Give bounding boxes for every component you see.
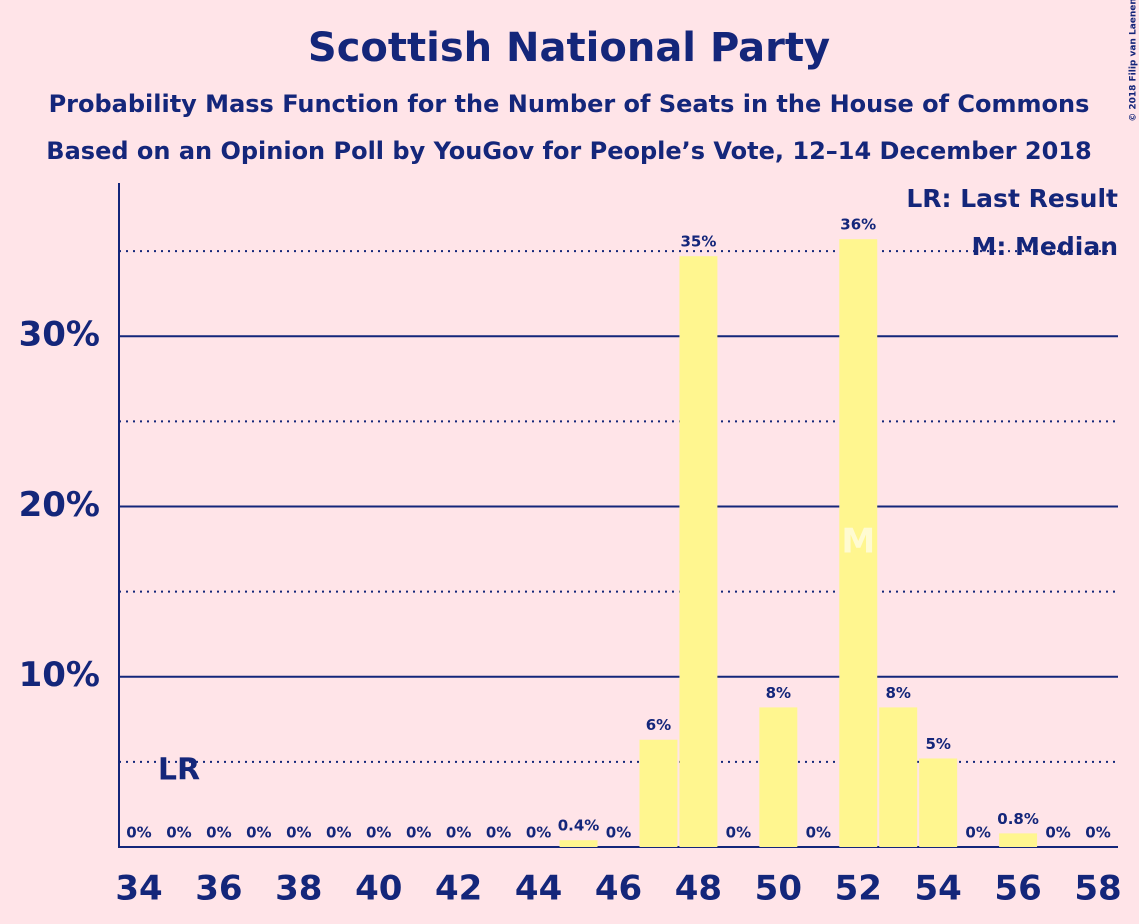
data-label: 0% (206, 824, 231, 842)
x-tick-label: 38 (275, 869, 322, 909)
data-label: 0% (406, 824, 431, 842)
x-tick-label: 44 (515, 869, 562, 909)
legend-entry: M: Median (971, 232, 1118, 261)
bar (919, 758, 958, 847)
data-label: 0% (126, 824, 151, 842)
data-label: 0% (1045, 824, 1070, 842)
x-tick-label: 58 (1074, 869, 1121, 909)
x-tick-label: 50 (755, 869, 802, 909)
data-label: 0% (366, 824, 391, 842)
x-tick-label: 48 (675, 869, 722, 909)
data-label: 0% (446, 824, 471, 842)
chart-title: Scottish National Party (308, 25, 830, 71)
x-tick-label: 36 (195, 869, 242, 909)
bar (999, 833, 1038, 847)
chart-subtitle: Based on an Opinion Poll by YouGov for P… (46, 137, 1091, 165)
data-label: 35% (680, 233, 716, 251)
bar (759, 707, 798, 847)
data-label: 0% (726, 824, 751, 842)
x-tick-label: 52 (835, 869, 882, 909)
legend-entry: LR: Last Result (906, 184, 1118, 213)
data-label: 0% (246, 824, 271, 842)
bar (559, 840, 598, 847)
y-tick-label: 10% (19, 655, 100, 695)
copyright: © 2018 Filip van Laenen (1129, 0, 1139, 122)
y-tick-label: 20% (19, 485, 100, 525)
data-label: 0% (326, 824, 351, 842)
bar (839, 239, 878, 847)
x-tick-label: 40 (355, 869, 402, 909)
x-tick-label: 34 (115, 869, 162, 909)
data-label: 8% (766, 684, 791, 702)
x-tick-label: 42 (435, 869, 482, 909)
bar (879, 707, 918, 847)
last-result-marker: LR (158, 753, 200, 788)
x-tick-label: 54 (915, 869, 962, 909)
data-label: 0% (166, 824, 191, 842)
data-label: 0% (286, 824, 311, 842)
data-label: 0% (486, 824, 511, 842)
bar (639, 739, 678, 847)
x-tick-label: 46 (595, 869, 642, 909)
data-label: 5% (925, 735, 950, 753)
data-label: 36% (840, 216, 876, 234)
data-label: 8% (885, 684, 910, 702)
data-label: 6% (646, 716, 671, 734)
data-label: 0.8% (997, 810, 1039, 828)
bar (679, 256, 718, 847)
data-label: 0% (806, 824, 831, 842)
data-label: 0.4% (558, 817, 600, 835)
median-marker: M (841, 522, 875, 562)
data-label: 0% (526, 824, 551, 842)
data-label: 0% (1085, 824, 1110, 842)
data-label: 0% (965, 824, 990, 842)
x-tick-label: 56 (994, 869, 1041, 909)
data-label: 0% (606, 824, 631, 842)
y-tick-label: 30% (19, 315, 100, 355)
chart-subtitle: Probability Mass Function for the Number… (49, 90, 1090, 118)
